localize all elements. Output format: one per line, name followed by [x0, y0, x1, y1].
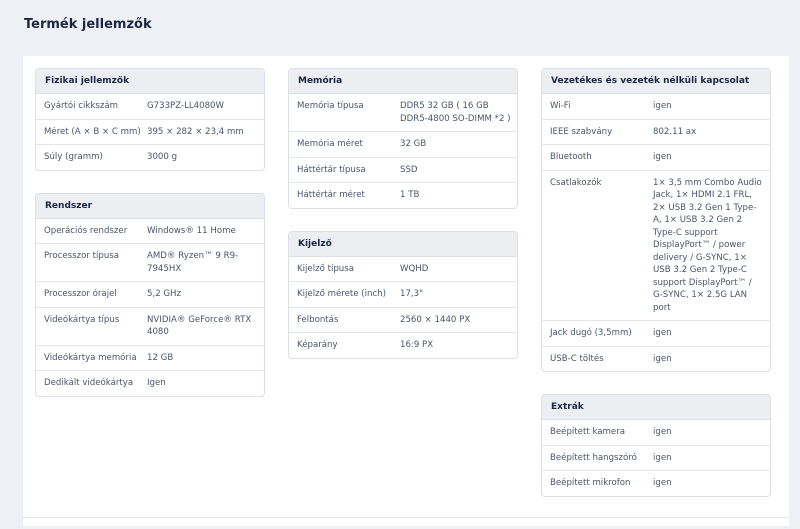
spec-row: Beépített kamera igen — [542, 420, 770, 446]
spec-row: Kijelző mérete (inch) 17,3" — [289, 282, 517, 308]
spec-value: 12 GB — [147, 352, 174, 363]
spec-group: Vezetékes és vezeték nélküli kapcsolat Wi… — [541, 68, 771, 372]
spec-label: Processzor típusa — [44, 251, 120, 261]
divider — [23, 517, 789, 518]
spec-row: Gyártói cikkszám G733PZ-LL4080W — [36, 94, 264, 120]
spec-value: igen — [653, 353, 672, 364]
spec-label: Wi-Fi — [550, 101, 571, 111]
spec-label: Beépített kamera — [550, 427, 625, 437]
spec-row: Wi-Fi igen — [542, 94, 770, 120]
spec-group-title: Kijelző — [289, 231, 517, 257]
spec-value: Windows® 11 Home — [147, 225, 236, 236]
spec-label: IEEE szabvány — [550, 126, 613, 137]
spec-label: Jack dugó (3,5mm) — [550, 328, 632, 338]
spec-label: Memória méret — [297, 139, 363, 149]
spec-group: Fizikai jellemzők Gyártói cikkszám G733PZ-… — [35, 68, 265, 171]
spec-value: 5,2 GHz — [147, 289, 182, 299]
spec-value: SSD — [400, 164, 418, 175]
spec-value: igen — [653, 452, 672, 463]
spec-value: igen — [653, 101, 672, 111]
spec-column-3: Vezetékes és vezeték nélküli kapcsolat Wi… — [541, 68, 771, 519]
spec-value: igen — [653, 328, 672, 338]
spec-value: G733PZ-LL4080W — [147, 101, 225, 111]
spec-label: Háttértár méret — [297, 190, 365, 200]
spec-group: Rendszer Operációs rendszer Windows® 11 Ho… — [35, 192, 265, 397]
spec-label: Operációs rendszer — [44, 225, 128, 236]
spec-label: Dedikált videókártya — [44, 378, 134, 388]
spec-label: Videókártya memória — [44, 352, 137, 363]
spec-label: Súly (gramm) — [44, 152, 103, 162]
spec-row: Beépített mikrofon igen — [542, 471, 770, 496]
spec-label: Gyártói cikkszám — [44, 101, 118, 111]
spec-value: 17,3" — [400, 289, 424, 299]
spec-row: Súly (gramm) 3000 g — [36, 145, 264, 170]
spec-group-title: Vezetékes és vezeték nélküli kapcsolat — [542, 69, 770, 94]
spec-value: 2560 × 1440 PX — [400, 314, 471, 325]
spec-value: igen — [653, 152, 672, 162]
spec-label: Képarány — [297, 340, 338, 350]
spec-row: Felbontás 2560 × 1440 PX — [289, 308, 517, 333]
spec-group-title: Fizikai jellemzők — [36, 69, 264, 94]
spec-row: Processzor típusa AMD® Ryzen™ 9 R9-7945HX — [36, 244, 264, 282]
spec-value: 16:9 PX — [400, 340, 434, 350]
spec-value: 1 TB — [400, 190, 420, 200]
spec-value: 32 GB — [400, 139, 427, 149]
spec-row: Bluetooth igen — [542, 145, 770, 171]
spec-row: Háttértár méret 1 TB — [289, 183, 517, 208]
spec-label: Kijelző típusa — [297, 263, 354, 274]
spec-value: NVIDIA® GeForce® RTX 4080 — [147, 314, 252, 338]
spec-group-title: Extrák — [542, 395, 770, 420]
spec-value: AMD® Ryzen™ 9 R9-7945HX — [147, 251, 239, 274]
spec-row: Dedikált videókártya Igen — [36, 371, 264, 396]
spec-group: Memória Memória típusa DDR5 32 GB ( 16 GB … — [288, 68, 518, 209]
spec-row: Csatlakozók 1× 3,5 mm Combo Audio Jack, 1… — [542, 171, 770, 321]
spec-value: 3000 g — [147, 152, 178, 162]
spec-label: Bluetooth — [550, 152, 592, 162]
spec-row: Beépített hangszóró igen — [542, 446, 770, 471]
spec-label: Csatlakozók — [550, 177, 602, 188]
spec-value: 802.11 ax — [653, 126, 697, 137]
spec-row: Kijelző típusa WQHD — [289, 257, 517, 282]
spec-row: IEEE szabvány 802.11 ax — [542, 120, 770, 145]
spec-row: Videókártya típus NVIDIA® GeForce® RTX 40… — [36, 308, 264, 346]
spec-group-title: Memória — [289, 69, 517, 94]
spec-row: Képarány 16:9 PX — [289, 333, 517, 358]
spec-row: Memória méret 32 GB — [289, 132, 517, 158]
spec-label: Kijelző mérete (inch) — [297, 289, 386, 299]
spec-value: Igen — [147, 378, 166, 388]
spec-label: Háttértár típusa — [297, 164, 366, 175]
spec-group: Kijelző Kijelző típusa WQHD Kijelző mérete … — [288, 230, 518, 359]
spec-row: Operációs rendszer Windows® 11 Home — [36, 219, 264, 244]
spec-label: Videókártya típus — [44, 314, 120, 325]
spec-row: USB-C töltés igen — [542, 347, 770, 372]
spec-label: Memória típusa — [297, 101, 364, 111]
spec-panel: Fizikai jellemzők Gyártói cikkszám G733PZ-… — [23, 56, 789, 526]
page-title: Termék jellemzők — [24, 17, 152, 32]
spec-value: WQHD — [400, 263, 429, 274]
spec-value: igen — [653, 427, 672, 437]
spec-row: Memória típusa DDR5 32 GB ( 16 GB DDR5-48… — [289, 94, 517, 132]
spec-label: Processzor órajel — [44, 289, 117, 299]
spec-label: Beépített hangszóró — [550, 452, 637, 463]
spec-value: DDR5 32 GB ( 16 GB DDR5-4800 SO-DIMM *2 … — [400, 101, 511, 124]
spec-value: 395 × 282 × 23,4 mm — [147, 126, 244, 137]
spec-row: Videókártya memória 12 GB — [36, 346, 264, 371]
spec-group: Extrák Beépített kamera igen Beépített hang… — [541, 394, 771, 497]
spec-value: igen — [653, 478, 672, 488]
spec-column-2: Memória Memória típusa DDR5 32 GB ( 16 GB … — [288, 68, 518, 381]
spec-row: Méret (A × B × C mm) 395 × 282 × 23,4 mm — [36, 120, 264, 145]
spec-label: Beépített mikrofon — [550, 478, 631, 488]
spec-group-title: Rendszer — [36, 193, 264, 219]
spec-value: 1× 3,5 mm Combo Audio Jack, 1× HDMI 2.1 … — [653, 177, 762, 313]
spec-label: USB-C töltés — [550, 353, 604, 364]
spec-row: Processzor órajel 5,2 GHz — [36, 282, 264, 308]
spec-row: Háttértár típusa SSD — [289, 158, 517, 183]
spec-column-1: Fizikai jellemzők Gyártói cikkszám G733PZ-… — [35, 68, 265, 419]
spec-label: Méret (A × B × C mm) — [44, 126, 141, 137]
spec-label: Felbontás — [297, 314, 339, 325]
spec-row: Jack dugó (3,5mm) igen — [542, 321, 770, 347]
